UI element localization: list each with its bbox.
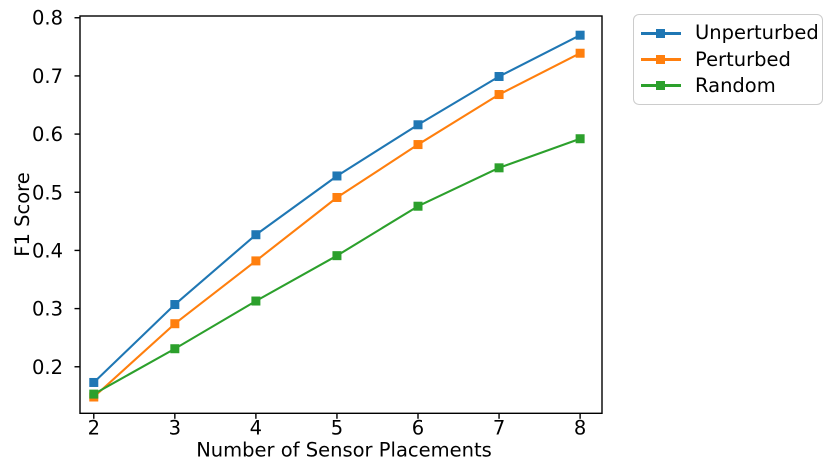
legend-line-marker-icon bbox=[641, 80, 681, 91]
marker-unperturbed bbox=[332, 171, 342, 181]
marker-perturbed bbox=[332, 192, 342, 202]
legend-label: Perturbed bbox=[695, 47, 791, 71]
x-tick-label: 5 bbox=[331, 417, 343, 440]
x-tick-label: 2 bbox=[88, 417, 100, 440]
y-tick-label: 0.2 bbox=[32, 356, 63, 379]
marker-unperturbed bbox=[494, 71, 504, 81]
legend-item-unperturbed: Unperturbed bbox=[641, 22, 819, 44]
marker-unperturbed bbox=[89, 377, 99, 387]
legend-line-marker-icon bbox=[641, 28, 681, 39]
y-tick-label: 0.6 bbox=[32, 123, 63, 146]
legend: Unperturbed Perturbed Random bbox=[633, 14, 823, 105]
marker-unperturbed bbox=[170, 300, 180, 310]
y-tick-label: 0.7 bbox=[32, 65, 63, 88]
x-tick-label: 3 bbox=[169, 417, 181, 440]
marker-random bbox=[494, 163, 504, 173]
legend-item-random: Random bbox=[641, 74, 814, 98]
legend-label: Unperturbed bbox=[695, 21, 819, 45]
y-tick-label: 0.4 bbox=[32, 239, 63, 262]
plot-border bbox=[79, 15, 603, 414]
marker-random bbox=[332, 251, 342, 261]
marker-perturbed bbox=[575, 48, 585, 58]
marker-random bbox=[251, 296, 261, 306]
legend-item-perturbed: Perturbed bbox=[641, 47, 814, 71]
y-axis-label: F1 Score bbox=[11, 172, 34, 256]
legend-line-marker-icon bbox=[641, 54, 681, 65]
marker-random bbox=[89, 389, 99, 399]
marker-random bbox=[575, 134, 585, 144]
marker-random bbox=[413, 201, 423, 211]
marker-random bbox=[170, 344, 180, 354]
y-tick-label: 0.5 bbox=[32, 181, 63, 204]
marker-perturbed bbox=[413, 140, 423, 150]
x-tick-label: 7 bbox=[493, 417, 505, 440]
y-tick-label: 0.3 bbox=[32, 298, 63, 321]
x-tick-label: 6 bbox=[412, 417, 424, 440]
marker-unperturbed bbox=[251, 230, 261, 240]
plot-area: 2 3 4 5 6 7 8 0.2 0.3 0.4 0.5 0.6 0.7 0.8 bbox=[32, 7, 603, 440]
marker-perturbed bbox=[251, 256, 261, 266]
series-line-perturbed bbox=[92, 52, 582, 399]
y-tick-label: 0.8 bbox=[32, 7, 63, 30]
marker-perturbed bbox=[170, 319, 180, 329]
marker-unperturbed bbox=[575, 30, 585, 40]
x-axis-label: Number of Sensor Placements bbox=[196, 439, 492, 462]
marker-perturbed bbox=[494, 90, 504, 100]
marker-unperturbed bbox=[413, 120, 423, 130]
legend-label: Random bbox=[695, 74, 776, 98]
x-tick-label: 8 bbox=[574, 417, 586, 440]
x-tick-label: 4 bbox=[250, 417, 262, 440]
